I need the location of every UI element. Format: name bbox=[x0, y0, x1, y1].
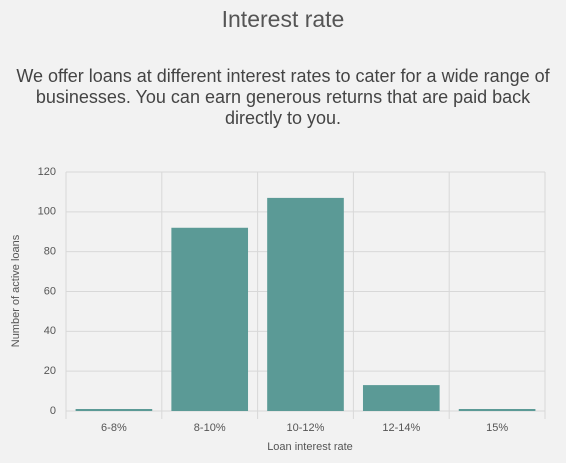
bar bbox=[267, 197, 344, 411]
x-tick-label: 10-12% bbox=[287, 422, 325, 434]
y-tick-label: 40 bbox=[44, 325, 56, 337]
chart-subtitle: We offer loans at different interest rat… bbox=[16, 66, 550, 128]
y-tick-label: 80 bbox=[44, 246, 56, 258]
x-tick-label: 6-8% bbox=[101, 422, 127, 434]
y-tick-label: 60 bbox=[44, 285, 56, 297]
y-axis-label: Number of active loans bbox=[10, 234, 22, 347]
x-tick-label: 8-10% bbox=[194, 422, 226, 434]
x-tick-label: 12-14% bbox=[382, 422, 420, 434]
bar bbox=[171, 227, 249, 411]
y-tick-label: 0 bbox=[50, 405, 56, 417]
bar bbox=[458, 409, 536, 411]
chart-title: Interest rate bbox=[221, 6, 345, 32]
y-tick-label: 20 bbox=[44, 365, 56, 377]
y-tick-label: 120 bbox=[38, 166, 56, 178]
x-tick-label: 15% bbox=[486, 422, 508, 434]
y-tick-label: 100 bbox=[38, 206, 56, 218]
bar bbox=[75, 409, 153, 411]
bar bbox=[362, 385, 440, 411]
x-axis-label: Loan interest rate bbox=[267, 441, 353, 453]
